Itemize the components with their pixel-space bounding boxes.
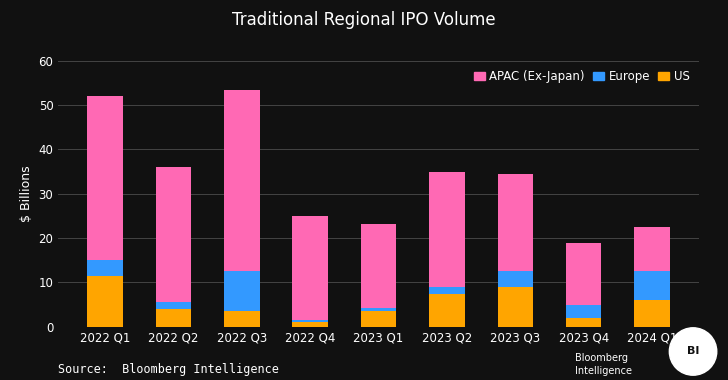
Bar: [293, 216, 328, 320]
Bar: [566, 242, 601, 305]
Y-axis label: $ Billions: $ Billions: [20, 165, 33, 222]
Legend: APAC (Ex-Japan), Europe, US: APAC (Ex-Japan), Europe, US: [470, 67, 693, 87]
Bar: [361, 223, 396, 308]
Bar: [361, 308, 396, 311]
Bar: [156, 167, 191, 302]
Bar: [87, 96, 123, 260]
Bar: [497, 174, 533, 271]
Bar: [224, 90, 260, 271]
Bar: [224, 271, 260, 311]
Bar: [497, 287, 533, 327]
Circle shape: [669, 328, 717, 375]
Text: Source:  Bloomberg Intelligence: Source: Bloomberg Intelligence: [58, 363, 279, 376]
Bar: [224, 311, 260, 327]
Bar: [87, 276, 123, 327]
Bar: [293, 322, 328, 327]
Bar: [634, 271, 670, 300]
Text: BI: BI: [687, 347, 699, 356]
Bar: [429, 172, 464, 287]
Bar: [566, 318, 601, 327]
Bar: [361, 311, 396, 327]
Bar: [566, 305, 601, 318]
Bar: [156, 309, 191, 327]
Bar: [156, 302, 191, 309]
Text: Traditional Regional IPO Volume: Traditional Regional IPO Volume: [232, 11, 496, 29]
Bar: [429, 293, 464, 327]
Bar: [429, 287, 464, 293]
Bar: [87, 260, 123, 276]
Text: Bloomberg
Intelligence: Bloomberg Intelligence: [575, 353, 632, 376]
Bar: [293, 320, 328, 322]
Bar: [497, 271, 533, 287]
Bar: [634, 227, 670, 271]
Bar: [634, 300, 670, 327]
